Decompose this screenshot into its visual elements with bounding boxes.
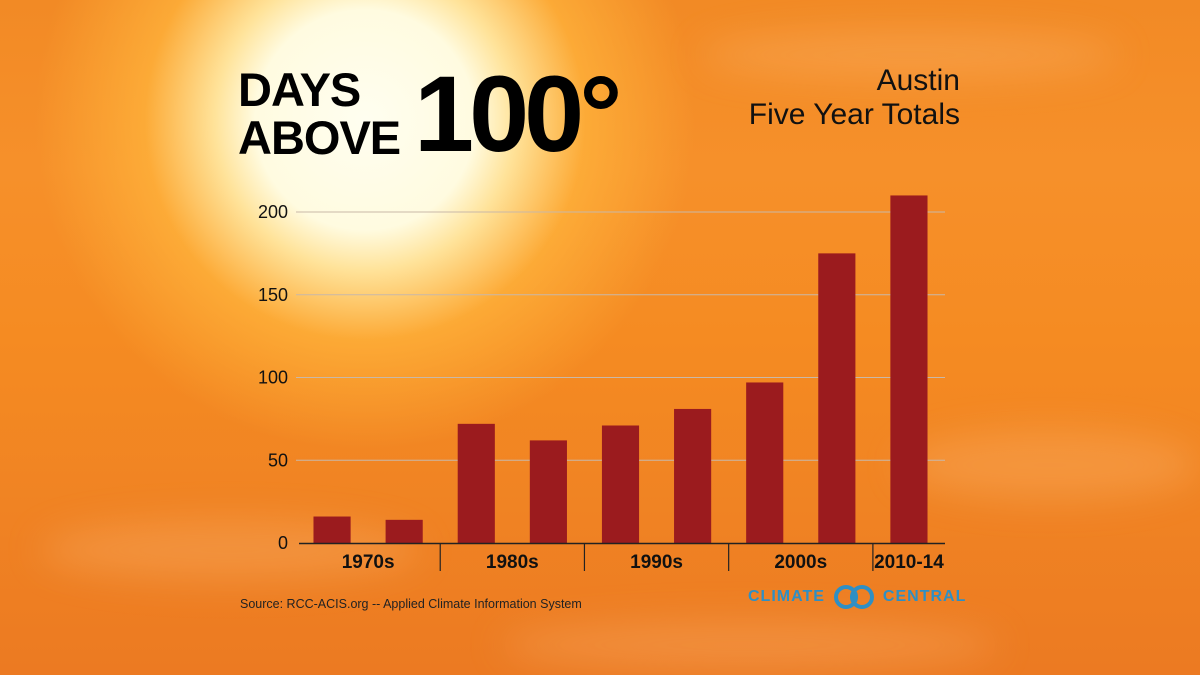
bar <box>674 408 712 543</box>
logo-rings-icon <box>833 585 874 609</box>
y-tick-label: 100 <box>258 368 288 388</box>
x-group-label: 1980s <box>486 552 539 573</box>
logo-text-right: CENTRAL <box>882 588 967 605</box>
subtitle-location: Austin <box>876 64 960 97</box>
x-group-label: 1990s <box>630 552 683 573</box>
bar <box>529 440 567 543</box>
chart-subtitle: Austin Five Year Totals <box>749 64 960 132</box>
y-tick-label: 50 <box>268 450 288 470</box>
x-group-label: 1970s <box>342 552 395 573</box>
bar <box>385 519 423 543</box>
title-100-degrees: 100° <box>414 53 622 174</box>
climate-central-logo: CLIMATE CENTRAL <box>748 585 966 609</box>
x-group-label: 2010-14 <box>874 552 944 573</box>
logo-text-left: CLIMATE <box>748 588 825 605</box>
subtitle-period: Five Year Totals <box>748 98 960 131</box>
title-above: ABOVE <box>238 111 401 164</box>
y-tick-label: 200 <box>258 202 288 222</box>
title-days: DAYS <box>238 63 361 116</box>
source-note: Source: RCC-ACIS.org -- Applied Climate … <box>240 597 582 611</box>
bar <box>890 195 928 543</box>
bar <box>746 382 784 543</box>
x-group-label: 2000s <box>774 552 827 573</box>
bar <box>818 253 856 543</box>
y-tick-label: 150 <box>258 285 288 305</box>
y-tick-label: 0 <box>278 533 288 553</box>
bar <box>457 423 495 543</box>
bar <box>313 516 351 543</box>
bar <box>601 425 640 543</box>
